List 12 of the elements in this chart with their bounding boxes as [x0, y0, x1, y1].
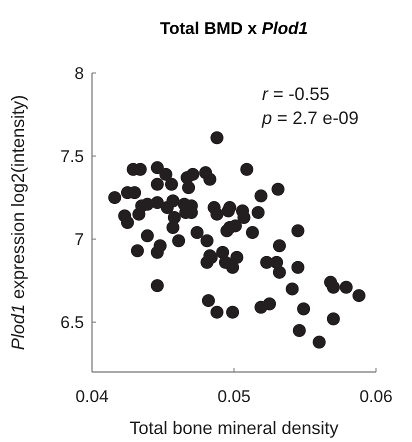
- x-tick-label: 0.06: [359, 387, 393, 406]
- y-tick-label: 7.5: [60, 147, 84, 166]
- annotation: p = 2.7 e-09: [261, 108, 359, 128]
- chart-title: Total BMD x Plod1: [160, 19, 308, 38]
- y-tick-label: 8: [74, 64, 84, 83]
- x-tick-label: 0.05: [217, 387, 251, 406]
- x-tick-label: 0.04: [75, 387, 109, 406]
- x-axis-title: Total bone mineral density: [129, 418, 339, 438]
- y-tick-label: 6.5: [60, 313, 84, 332]
- y-tick-label: 7: [74, 230, 84, 250]
- annotation: r = -0.55: [262, 84, 330, 104]
- y-axis-title: Plod1 expression log2(intensity): [8, 94, 28, 350]
